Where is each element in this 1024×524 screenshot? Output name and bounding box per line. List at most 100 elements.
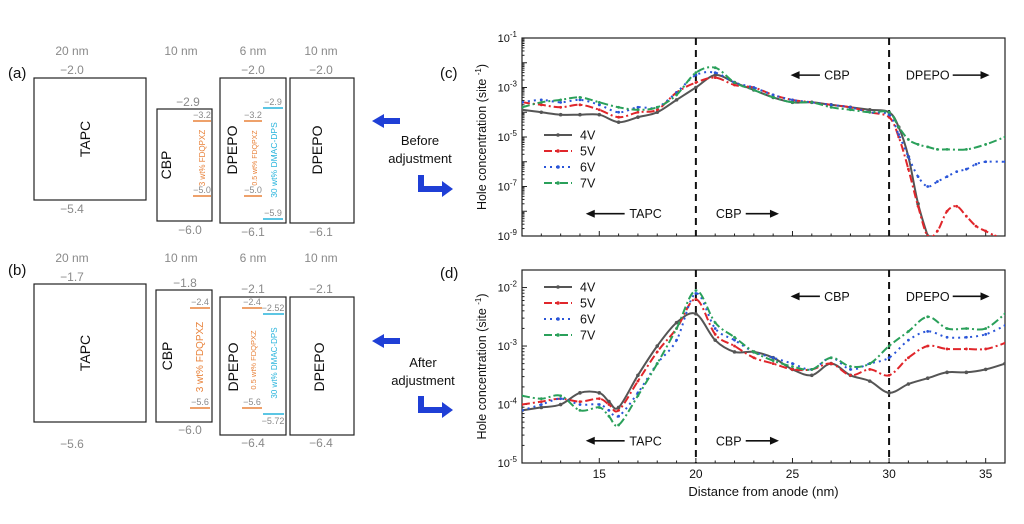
data-point (597, 108, 601, 112)
y-tick-base: 10 (498, 400, 510, 412)
panel-b-label: (b) (8, 262, 26, 279)
energy-box-tapc (33, 283, 147, 423)
y-tick-label: 10-3 (498, 80, 518, 95)
legend-label: 6V (580, 161, 596, 175)
data-point (597, 403, 601, 406)
data-point (935, 229, 939, 233)
legend-marker (556, 181, 560, 185)
data-point (617, 110, 620, 114)
data-point (559, 105, 563, 109)
data-point (964, 214, 968, 218)
dopant-label: 0.5 wt% FDQPXZ (249, 330, 258, 390)
legend-label: 6V (580, 313, 596, 327)
layer-name: DPEPO (225, 342, 241, 391)
homo-level: −6.4 (309, 436, 333, 450)
homo-level: −5.6 (60, 437, 84, 451)
series-line-7V (522, 289, 1005, 427)
before-arrow-group: Before adjustment (372, 114, 453, 197)
right-arrow-icon (418, 175, 453, 197)
y-tick-exponent: -3 (510, 338, 518, 347)
data-point (522, 105, 524, 109)
data-point (1003, 160, 1005, 164)
data-point (887, 344, 891, 348)
data-point (522, 408, 524, 412)
energy-box-cbp (155, 289, 213, 423)
data-point (597, 103, 601, 107)
energy-box-dpepo-2 (289, 77, 355, 224)
region-label: CBP (716, 434, 742, 448)
data-point (849, 373, 852, 377)
data-point (964, 370, 969, 375)
data-point (713, 71, 717, 75)
region-label: TAPC (629, 434, 661, 448)
y-tick-base: 10 (498, 458, 510, 470)
data-point (868, 368, 872, 371)
data-point (578, 403, 582, 406)
data-point (733, 344, 736, 348)
data-point (984, 160, 988, 164)
data-point (964, 327, 968, 330)
data-point (926, 185, 930, 188)
dopant-level: −5.0 (193, 185, 211, 195)
y-tick-base: 10 (498, 132, 510, 144)
data-point (984, 229, 988, 233)
y-tick-exponent: -5 (510, 455, 518, 464)
legend-marker (556, 133, 560, 137)
data-point (984, 327, 988, 330)
data-point (539, 103, 543, 107)
y-axis-label-text: Hole concentration (site (475, 75, 489, 210)
data-point (906, 382, 911, 386)
data-point (887, 110, 891, 114)
data-point (984, 347, 988, 351)
dopant-level: −3.2 (244, 110, 262, 120)
data-point (926, 234, 930, 236)
data-point (771, 362, 775, 365)
y-tick-exponent: -2 (510, 280, 518, 289)
data-point (897, 125, 901, 129)
data-point (713, 327, 717, 330)
data-point (916, 204, 920, 208)
data-point (771, 356, 775, 360)
data-point (791, 362, 794, 365)
data-point (636, 379, 640, 383)
data-point (694, 291, 698, 295)
data-point (935, 180, 939, 183)
data-point (926, 344, 930, 348)
data-point (655, 108, 659, 112)
data-point (925, 376, 930, 380)
data-point (597, 391, 602, 395)
layer-thickness: 10 nm (304, 44, 337, 58)
lumo-level: −2.0 (309, 63, 333, 77)
lumo-level: −1.8 (173, 276, 197, 290)
data-point (616, 405, 621, 410)
data-point (868, 110, 872, 114)
layer-thickness: 20 nm (55, 44, 88, 58)
y-axis-label-close: ) (475, 293, 489, 297)
data-point (974, 162, 978, 166)
data-point (983, 367, 988, 372)
y-tick-exponent: -1 (510, 30, 518, 39)
y-tick-base: 10 (498, 33, 510, 45)
dopant-level: −5.6 (243, 397, 261, 407)
data-point (867, 107, 872, 112)
y-tick-label: 10-3 (498, 338, 518, 353)
data-point (597, 100, 601, 104)
data-point (964, 335, 968, 339)
data-point (674, 320, 679, 325)
legend-label: 5V (580, 145, 596, 159)
after-arrow-group: After adjustment (372, 334, 455, 418)
y-tick-label: 10-2 (498, 280, 518, 295)
y-tick-exponent: -4 (510, 397, 518, 406)
region-label: CBP (824, 69, 850, 83)
data-point (713, 66, 717, 70)
data-point (829, 356, 833, 360)
lumo-level: −2.0 (241, 63, 265, 77)
series-group (522, 289, 1005, 427)
data-point (907, 138, 910, 141)
panel-c-label: (c) (440, 65, 458, 82)
dopant-label: 3 wt% FDQPXZ (198, 130, 207, 187)
data-point (578, 96, 582, 99)
